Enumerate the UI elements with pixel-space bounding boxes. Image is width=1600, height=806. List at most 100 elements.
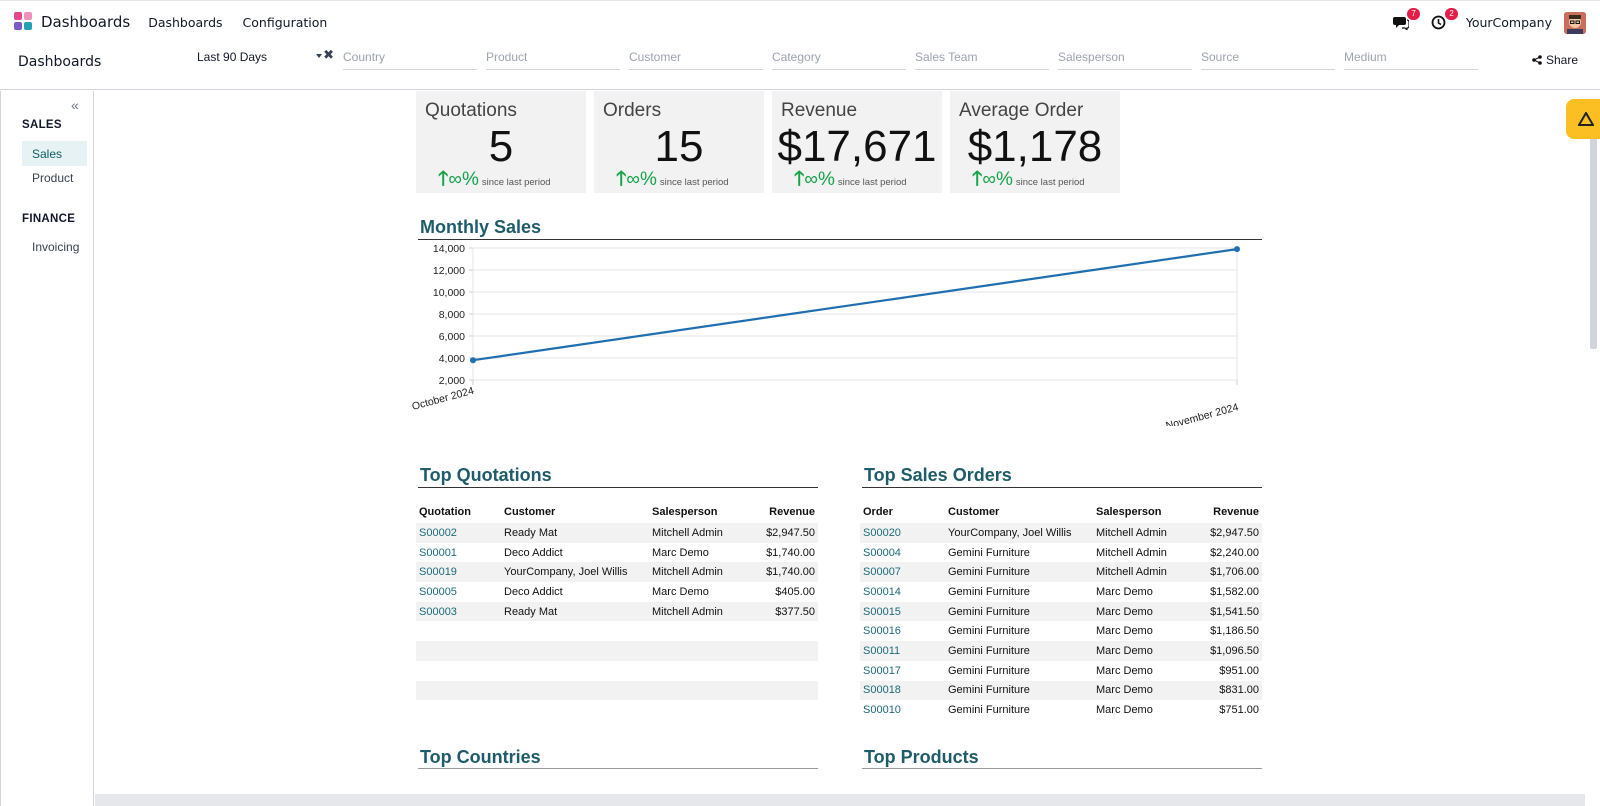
- date-filter-select[interactable]: Last 90 Days ✖: [197, 47, 334, 70]
- record-link[interactable]: S00016: [863, 625, 901, 638]
- scrollbar-thumb[interactable]: [1590, 99, 1597, 349]
- filter-salesperson[interactable]: Salesperson: [1058, 48, 1192, 70]
- table-row[interactable]: S00015 Gemini Furniture Marc Demo $1,541.50: [860, 601, 1262, 622]
- column-header[interactable]: Customer: [504, 506, 556, 518]
- share-button[interactable]: Share: [1532, 53, 1578, 67]
- table-cell: Ready Mat: [501, 601, 649, 622]
- monthly-sales-title: Monthly Sales: [420, 217, 542, 237]
- table-row[interactable]: S00019 YourCompany, Joel Willis Mitchell A…: [416, 562, 818, 583]
- record-link[interactable]: S00019: [416, 562, 501, 583]
- record-link[interactable]: S00017: [863, 664, 901, 677]
- column-header[interactable]: Salesperson: [1096, 506, 1162, 518]
- filter-sales-team[interactable]: Sales Team: [915, 48, 1049, 70]
- table-row[interactable]: S00010 Gemini Furniture Marc Demo $751.00: [860, 700, 1262, 720]
- kpi-orders[interactable]: Orders 15 🡑 ∞% since last period: [594, 91, 764, 193]
- column-header[interactable]: Revenue: [769, 506, 815, 518]
- table-row[interactable]: S00001 Deco Addict Marc Demo $1,740.00: [416, 543, 818, 563]
- kpi-revenue[interactable]: Revenue $17,671 🡑 ∞% since last period: [772, 91, 942, 193]
- table-cell: Marc Demo: [652, 546, 709, 559]
- kpi-quotations[interactable]: Quotations 5 🡑 ∞% since last period: [416, 91, 586, 193]
- table-row[interactable]: S00005 Deco Addict Marc Demo $405.00: [416, 582, 818, 602]
- sidebar-item-product[interactable]: Product: [32, 171, 74, 185]
- filter-category[interactable]: Category: [772, 48, 906, 70]
- table-cell: $1,186.50: [1210, 625, 1259, 638]
- company-switcher[interactable]: YourCompany: [1465, 15, 1552, 30]
- table-row[interactable]: S00017 Gemini Furniture Marc Demo $951.00: [860, 661, 1262, 681]
- app-grid-icon[interactable]: [14, 12, 34, 32]
- y-tick-label: 4,000: [439, 353, 465, 365]
- table-row[interactable]: S00011 Gemini Furniture Marc Demo $1,096.50: [860, 641, 1262, 661]
- filter-customer[interactable]: Customer: [629, 48, 763, 70]
- record-link[interactable]: S00011: [860, 641, 945, 661]
- table-cell: Marc Demo: [652, 585, 709, 598]
- empty-row: [416, 680, 818, 701]
- horizontal-scrollbar[interactable]: [95, 794, 1585, 806]
- kpi-average-order[interactable]: Average Order $1,178 🡑 ∞% since last perio…: [950, 91, 1120, 193]
- filter-country[interactable]: Country: [343, 48, 477, 70]
- user-avatar[interactable]: [1564, 11, 1586, 34]
- clear-icon[interactable]: ✖: [323, 47, 334, 62]
- assistant-tab-icon[interactable]: [1566, 99, 1600, 139]
- table-row[interactable]: S00014 Gemini Furniture Marc Demo $1,582.00: [860, 582, 1262, 602]
- record-link[interactable]: S00010: [863, 704, 901, 717]
- record-link[interactable]: S00018: [860, 680, 945, 701]
- data-point: [1234, 246, 1240, 253]
- table-cell: Marc Demo: [1096, 704, 1153, 717]
- table-row[interactable]: S00004 Gemini Furniture Mitchell Admin $2,2…: [860, 543, 1262, 563]
- monthly-sales-chart[interactable]: 14,000 12,000 10,000 8,000 6,000 4,000 2,000Oc…: [405, 241, 1265, 426]
- table-cell: Mitchell Admin: [1096, 546, 1167, 559]
- sidebar-item-sales[interactable]: Sales: [22, 141, 87, 166]
- table-row[interactable]: S00007 Gemini Furniture Mitchell Admin $1,7…: [860, 562, 1262, 583]
- divider: [862, 487, 1262, 488]
- sidebar-item-invoicing[interactable]: Invoicing: [32, 240, 80, 254]
- series-line: [472, 248, 1238, 362]
- vertical-scrollbar[interactable]: [1587, 91, 1600, 794]
- table-cell: $831.00: [1183, 680, 1262, 701]
- table-row[interactable]: S00016 Gemini Furniture Marc Demo $1,186.50: [860, 621, 1262, 641]
- column-header[interactable]: Revenue: [1213, 506, 1259, 518]
- table-cell: Ready Mat: [501, 523, 649, 543]
- messages-badge: 7: [1407, 7, 1420, 20]
- table-row[interactable]: S00002 Ready Mat Mitchell Admin $2,947.50: [416, 523, 818, 543]
- table-cell: $377.50: [739, 601, 818, 622]
- record-link[interactable]: S00001: [419, 546, 457, 559]
- collapse-sidebar-icon[interactable]: «: [71, 97, 79, 113]
- record-link[interactable]: S00004: [863, 546, 901, 559]
- kpi-trend-value: ∞%: [804, 169, 835, 190]
- record-link[interactable]: S00003: [416, 601, 501, 622]
- table-cell: Gemini Furniture: [945, 680, 1093, 701]
- filter-medium[interactable]: Medium: [1344, 48, 1478, 70]
- kpi-trend: 🡑 ∞% since last period: [794, 164, 907, 198]
- table-cell: YourCompany, Joel Willis: [501, 562, 649, 583]
- record-link[interactable]: S00005: [419, 585, 457, 598]
- messages-icon[interactable]: 7: [1390, 7, 1420, 34]
- record-link[interactable]: S00002: [416, 523, 501, 543]
- table-row[interactable]: S00018 Gemini Furniture Marc Demo $831.00: [860, 680, 1262, 701]
- activities-clock-icon[interactable]: 2: [1428, 7, 1458, 34]
- record-link[interactable]: S00020: [860, 523, 945, 543]
- date-filter-value: Last 90 Days: [197, 50, 268, 64]
- column-header[interactable]: Salesperson: [652, 506, 718, 518]
- column-header[interactable]: Quotation: [419, 506, 471, 518]
- app-name[interactable]: Dashboards: [41, 13, 131, 31]
- table-cell: $2,947.50: [1183, 523, 1262, 543]
- record-link[interactable]: S00015: [860, 601, 945, 622]
- kpi-label: Average Order: [959, 100, 1084, 121]
- control-panel: Dashboards Last 90 Days ✖ Country Produc…: [0, 43, 1600, 90]
- table-row[interactable]: S00003 Ready Mat Mitchell Admin $377.50: [416, 601, 818, 622]
- table-row[interactable]: S00020 YourCompany, Joel Willis Mitchell A…: [860, 523, 1262, 543]
- table-cell: Gemini Furniture: [948, 585, 1030, 598]
- table-cell: $1,740.00: [766, 546, 815, 559]
- filter-product[interactable]: Product: [486, 48, 620, 70]
- top-countries-title: Top Countries: [420, 747, 541, 767]
- divider: [862, 768, 1262, 769]
- empty-row: [416, 661, 818, 681]
- menu-dashboards[interactable]: Dashboards: [148, 14, 223, 30]
- column-header[interactable]: Order: [863, 506, 893, 518]
- record-link[interactable]: S00014: [863, 585, 901, 598]
- column-header[interactable]: Customer: [948, 506, 1000, 518]
- kpi-since: since last period: [837, 177, 907, 188]
- menu-configuration[interactable]: Configuration: [242, 14, 328, 30]
- filter-source[interactable]: Source: [1201, 48, 1335, 70]
- record-link[interactable]: S00007: [860, 562, 945, 583]
